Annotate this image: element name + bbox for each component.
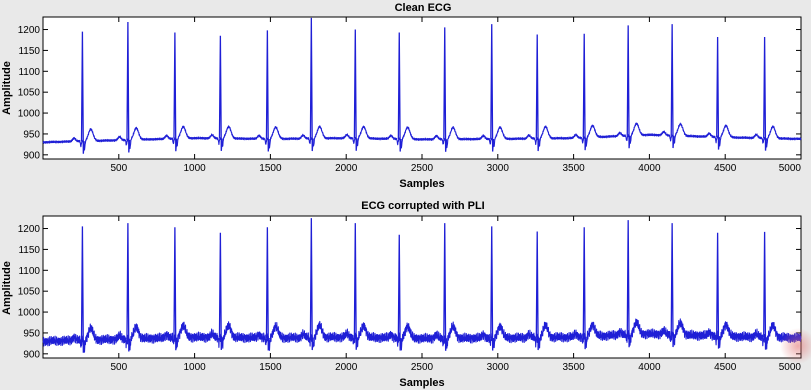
chart-clean-ecg: Clean ECG 900 950 1000 1050 1100 1150 1200 500… — [1, 2, 802, 190]
x-tick-label: 5000 — [779, 362, 802, 373]
x-tick-label: 3000 — [487, 362, 510, 373]
x-tick-label: 3500 — [562, 163, 585, 174]
cursor-highlight — [780, 328, 811, 364]
x-tick-label: 2000 — [335, 163, 358, 174]
r-peak — [535, 34, 540, 152]
y-tick-label: 950 — [23, 129, 40, 140]
r-peak — [126, 223, 131, 352]
y-tick-label: 1000 — [18, 308, 41, 319]
y-tick-label: 1150 — [18, 245, 40, 256]
x-tick-label: 2500 — [411, 362, 434, 373]
y-axis-label: Amplitude — [1, 61, 13, 115]
y-tick-label: 1150 — [18, 46, 40, 57]
y-tick-label: 1100 — [18, 67, 40, 78]
r-peak — [626, 25, 631, 149]
y-tick-label: 900 — [23, 349, 40, 360]
r-peak — [173, 227, 178, 351]
r-peak — [265, 30, 270, 152]
r-peak — [353, 223, 358, 350]
r-peak — [353, 29, 358, 151]
x-tick-label: 2500 — [411, 163, 434, 174]
x-tick-label: 500 — [110, 163, 127, 174]
chart-ecg-corrupted-pli: ECG corrupted with PLI 900 950 1000 1050 110… — [1, 200, 802, 389]
x-tick-label: 500 — [110, 362, 127, 373]
r-peak — [763, 231, 768, 350]
r-peak — [582, 227, 587, 350]
x-tick-label: 4000 — [638, 362, 661, 373]
r-peak — [535, 231, 540, 351]
chart-title: Clean ECG — [395, 2, 452, 14]
x-tick-label: 3000 — [487, 163, 510, 174]
r-peak — [443, 223, 448, 351]
r-peak — [490, 226, 495, 351]
r-peak — [670, 24, 675, 149]
x-tick-label: 2000 — [335, 362, 358, 373]
r-peak — [173, 32, 178, 152]
y-tick-label: 1200 — [18, 25, 41, 36]
r-peak — [582, 33, 587, 151]
r-peak — [265, 227, 270, 351]
x-tick-label: 3500 — [562, 362, 585, 373]
y-axis-label: Amplitude — [1, 261, 13, 315]
r-peak — [716, 232, 721, 349]
y-tick-label: 1100 — [18, 266, 40, 277]
ecg-series-line — [42, 122, 802, 151]
r-peak — [490, 24, 495, 152]
x-tick-label: 1000 — [183, 362, 206, 373]
y-tick-label: 1000 — [18, 109, 41, 120]
ecg-series-line — [42, 318, 802, 353]
r-peak — [763, 37, 768, 151]
x-tick-label: 4000 — [638, 163, 661, 174]
x-tick-label: 1000 — [183, 163, 206, 174]
r-peak — [309, 218, 314, 351]
x-tick-label: 5000 — [779, 163, 802, 174]
x-tick-label: 4500 — [714, 163, 737, 174]
x-tick-label: 1500 — [259, 163, 282, 174]
r-peak — [309, 17, 314, 152]
x-axis-label: Samples — [399, 178, 444, 190]
r-peak — [670, 223, 675, 348]
x-tick-label: 1500 — [259, 362, 282, 373]
r-peak — [218, 232, 223, 350]
x-tick-label: 4500 — [714, 362, 737, 373]
y-tick-label: 900 — [23, 150, 40, 161]
r-peak — [716, 37, 721, 150]
r-peak — [80, 226, 85, 353]
r-peak — [397, 234, 402, 351]
r-peak — [397, 32, 402, 152]
chart-title: ECG corrupted with PLI — [361, 200, 484, 212]
y-tick-label: 1050 — [18, 287, 41, 298]
r-peak — [443, 27, 448, 152]
plot-area — [42, 16, 802, 160]
y-tick-label: 1050 — [18, 88, 41, 99]
r-peak — [626, 220, 631, 348]
x-axis-label: Samples — [399, 377, 444, 389]
r-peak — [218, 35, 223, 151]
r-peak — [80, 31, 85, 154]
y-tick-label: 950 — [23, 328, 40, 339]
r-peak — [126, 22, 131, 153]
y-tick-label: 1200 — [18, 224, 41, 235]
